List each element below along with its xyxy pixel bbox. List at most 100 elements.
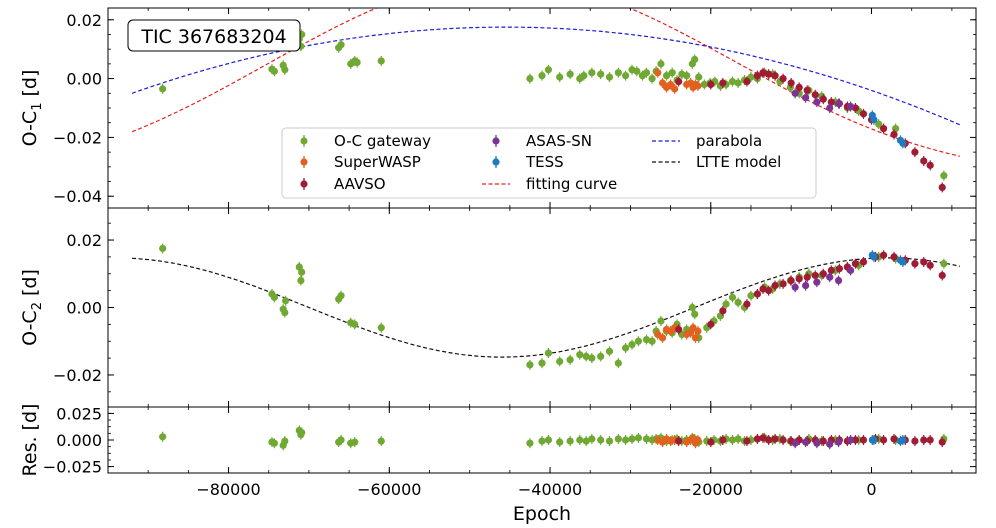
- data-point: [847, 102, 855, 111]
- data-point: [795, 83, 803, 92]
- data-point: [634, 337, 643, 345]
- series-asas-sn: [791, 435, 855, 450]
- data-point: [526, 439, 534, 447]
- data-point: [771, 72, 779, 80]
- data-point: [802, 281, 810, 290]
- data-point: [614, 435, 622, 443]
- panel-oc1: −0.04 −0.02 0.00 0.02 O-C1 [d]: [19, 7, 977, 209]
- x-tick-label: −60000: [357, 480, 421, 499]
- data-point: [642, 335, 651, 344]
- y-tick-label: −0.025: [43, 458, 102, 477]
- data-point: [597, 352, 605, 361]
- data-point: [614, 69, 622, 77]
- data-point: [920, 157, 928, 165]
- data-point: [621, 344, 630, 352]
- data-point: [938, 438, 946, 446]
- data-point: [691, 310, 699, 318]
- series-superwasp: [654, 433, 702, 449]
- data-point: [642, 435, 651, 443]
- data-point: [819, 270, 827, 278]
- legend-item: LTTE model: [652, 153, 781, 171]
- data-point: [588, 354, 596, 362]
- legend-label: fitting curve: [526, 175, 617, 193]
- data-point: [926, 436, 934, 444]
- data-point: [694, 436, 702, 444]
- data-point: [633, 67, 641, 75]
- legend-label: ASAS-SN: [526, 132, 592, 150]
- data-point: [813, 439, 821, 447]
- data-point: [281, 308, 289, 317]
- data-point: [826, 273, 834, 281]
- data-point: [605, 347, 614, 355]
- data-point: [819, 437, 827, 445]
- data-point: [803, 273, 811, 281]
- data-point: [938, 183, 946, 192]
- data-point: [911, 260, 919, 268]
- data-point: [791, 439, 799, 447]
- data-point: [544, 349, 553, 357]
- data-point: [926, 261, 934, 269]
- data-point: [658, 334, 667, 342]
- data-point: [940, 172, 948, 180]
- series-tess: [868, 435, 907, 447]
- data-point: [668, 69, 676, 77]
- data-point: [787, 79, 795, 87]
- data-point: [859, 436, 868, 444]
- data-point: [671, 85, 679, 93]
- data-point: [700, 80, 708, 89]
- data-point: [890, 130, 898, 139]
- y-label-unit: [d]: [19, 404, 41, 437]
- data-point: [566, 70, 574, 78]
- data-point: [719, 79, 727, 87]
- y-tick-label: 0.02: [66, 11, 102, 30]
- data-point: [899, 139, 907, 147]
- data-point: [870, 116, 878, 124]
- series-asas-sn: [791, 88, 855, 113]
- series-asas-sn: [791, 265, 855, 293]
- y-label-main: Res.: [19, 436, 41, 476]
- data-point: [159, 433, 167, 441]
- data-point: [707, 80, 715, 89]
- data-point: [648, 74, 656, 83]
- data-point: [688, 303, 696, 312]
- data-point: [719, 307, 727, 315]
- data-point: [911, 437, 919, 445]
- data-point: [270, 439, 278, 447]
- data-point: [621, 436, 630, 444]
- y-tick-label: 0.025: [56, 404, 102, 423]
- data-point: [938, 271, 946, 280]
- data-point: [811, 271, 819, 280]
- legend-label: LTTE model: [696, 153, 781, 171]
- data-point: [728, 77, 737, 86]
- series-tess: [868, 250, 907, 267]
- data-point: [544, 436, 553, 444]
- data-point: [834, 276, 843, 285]
- series-o-c-gateway: [159, 243, 948, 370]
- data-point: [538, 437, 546, 445]
- data-point: [657, 60, 665, 68]
- y-axis-label: Res. [d]: [19, 404, 41, 477]
- data-point: [771, 435, 779, 443]
- data-point: [847, 436, 855, 444]
- data-point: [675, 437, 683, 445]
- y-label-subscript: 2: [30, 302, 45, 310]
- legend-marker: [492, 158, 500, 166]
- legend-label: AAVSO: [334, 175, 386, 193]
- data-point: [779, 436, 787, 444]
- data-point: [628, 435, 636, 443]
- data-point: [734, 298, 742, 307]
- data-point: [759, 69, 767, 77]
- data-point: [298, 268, 306, 276]
- data-point: [628, 341, 636, 349]
- data-point: [879, 436, 888, 444]
- data-point: [281, 66, 289, 74]
- data-point: [605, 73, 614, 81]
- data-point: [926, 161, 934, 169]
- x-tick-label: 0: [866, 480, 876, 499]
- legend-item: ASAS-SN: [492, 132, 592, 150]
- data-point: [743, 77, 751, 86]
- data-point: [753, 435, 761, 443]
- legend-marker: [300, 137, 308, 145]
- y-tick-label: −0.04: [53, 187, 102, 206]
